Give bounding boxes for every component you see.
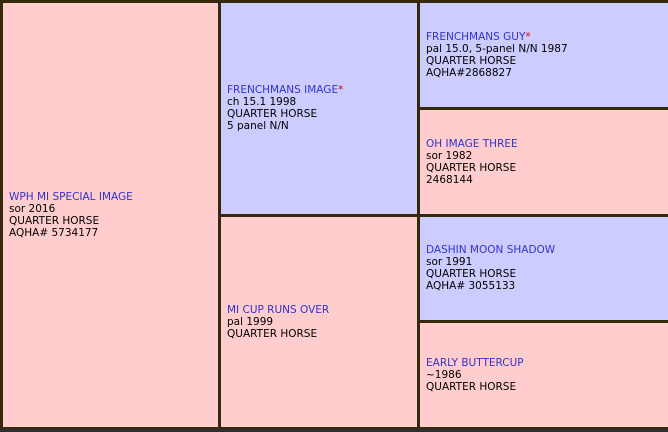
horse-detail: ch 15.1 1998 — [227, 96, 297, 109]
horse-detail: AQHA# 5734177 — [9, 227, 99, 239]
horse-detail: QUARTER HORSE — [9, 215, 100, 227]
bottom-edge-strip — [0, 429, 668, 432]
horse-detail: sor 1991 — [426, 256, 473, 269]
horse-detail: 2468144 — [426, 173, 473, 186]
horse-name-line: MI CUP RUNS OVER — [227, 304, 417, 316]
star-marker: * — [525, 30, 531, 43]
horse-name-line: WPH MI SPECIAL IMAGE — [9, 191, 218, 203]
pedigree-cell-sire-dam: OH IMAGE THREE sor 1982 QUARTER HORSE 24… — [420, 109, 668, 214]
pedigree-cell-dam-dam: EARLY BUTTERCUP ~1986 QUARTER HORSE — [420, 323, 668, 427]
pedigree-cell-dam: MI CUP RUNS OVER pal 1999 QUARTER HORSE — [221, 216, 417, 427]
horse-name-link[interactable]: FRENCHMANS IMAGE — [227, 84, 339, 97]
horse-detail: sor 1982 — [426, 149, 473, 162]
horse-detail: QUARTER HORSE — [426, 54, 517, 67]
horse-detail: pal 1999 — [227, 315, 274, 328]
pedigree-cell-sire: FRENCHMANS IMAGE* ch 15.1 1998 QUARTER H… — [221, 3, 417, 214]
horse-name-link[interactable]: EARLY BUTTERCUP — [426, 357, 524, 370]
horse-detail: AQHA# 3055133 — [426, 280, 516, 293]
horse-name-link[interactable]: DASHIN MOON SHADOW — [426, 244, 556, 257]
horse-detail: QUARTER HORSE — [227, 327, 318, 340]
pedigree-cell-dam-sire: DASHIN MOON SHADOW sor 1991 QUARTER HORS… — [420, 216, 668, 321]
pedigree-cell-subject: WPH MI SPECIAL IMAGE sor 2016 QUARTER HO… — [3, 3, 218, 427]
horse-detail: 5 panel N/N — [227, 120, 289, 133]
horse-detail: QUARTER HORSE — [426, 381, 517, 394]
horse-detail: QUARTER HORSE — [227, 108, 318, 121]
horse-name-line: FRENCHMANS IMAGE* — [227, 84, 417, 96]
horse-name-line: DASHIN MOON SHADOW — [426, 244, 668, 256]
horse-detail: QUARTER HORSE — [426, 161, 517, 174]
horse-name-link[interactable]: WPH MI SPECIAL IMAGE — [9, 191, 133, 203]
horse-detail: ~1986 — [426, 369, 462, 382]
horse-name-line: FRENCHMANS GUY* — [426, 31, 668, 43]
pedigree-cell-sire-sire: FRENCHMANS GUY* pal 15.0, 5-panel N/N 19… — [420, 3, 668, 107]
horse-detail: AQHA#2868827 — [426, 66, 512, 79]
horse-detail: QUARTER HORSE — [426, 268, 517, 281]
horse-name-line: EARLY BUTTERCUP — [426, 357, 668, 369]
horse-name-link[interactable]: MI CUP RUNS OVER — [227, 303, 330, 316]
horse-name-line: OH IMAGE THREE — [426, 138, 668, 150]
horse-name-link[interactable]: OH IMAGE THREE — [426, 137, 518, 150]
horse-name-link[interactable]: FRENCHMANS GUY — [426, 30, 526, 43]
horse-detail: sor 2016 — [9, 203, 56, 215]
star-marker: * — [338, 84, 344, 97]
horse-detail: pal 15.0, 5-panel N/N 1987 — [426, 42, 568, 55]
